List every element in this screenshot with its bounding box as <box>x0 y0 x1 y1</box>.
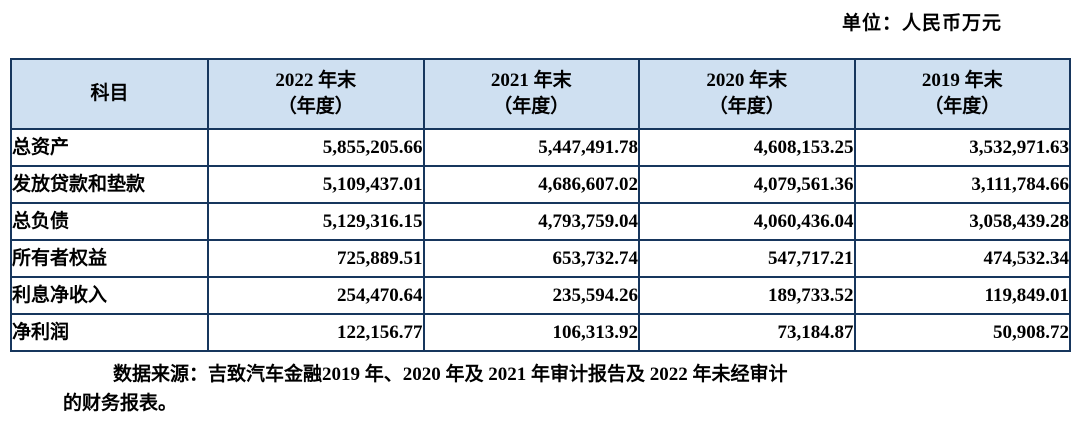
unit-label: 单位：人民币万元 <box>841 13 1002 34</box>
footnote-line-2: 的财务报表。 <box>63 393 178 415</box>
financial-summary-table: 科目 2022 年末 （年度） 2021 年末 （年度） 2020 年末 （年度… <box>10 58 1071 352</box>
header-cell-2021: 2021 年末 （年度） <box>422 58 640 130</box>
row-label-loans-advances: 发放贷款和垫款 <box>10 165 209 204</box>
row-label-net-profit: 净利润 <box>10 313 209 352</box>
row-label-total-assets: 总资产 <box>10 128 209 167</box>
cell-value: 235,594.26 <box>422 276 640 315</box>
header-cell-2022: 2022 年末 （年度） <box>207 58 425 130</box>
row-label-total-liabilities: 总负债 <box>10 202 209 241</box>
header-year-2019: 2019 年末 <box>921 70 1003 92</box>
table-body: 总资产 5,855,205.66 5,447,491.78 4,608,153.… <box>10 128 1071 352</box>
header-period-2019: （年度） <box>924 96 1001 117</box>
cell-value: 122,156.77 <box>207 313 425 352</box>
table-row: 发放贷款和垫款 5,109,437.01 4,686,607.02 4,079,… <box>10 165 1071 204</box>
table-row: 所有者权益 725,889.51 653,732.74 547,717.21 4… <box>10 239 1071 278</box>
header-period-2022: （年度） <box>277 96 354 117</box>
cell-value: 725,889.51 <box>207 239 425 278</box>
cell-value: 5,129,316.15 <box>207 202 425 241</box>
row-label-net-interest-income: 利息净收入 <box>10 276 209 315</box>
header-period-2021: （年度） <box>493 96 570 117</box>
cell-value: 547,717.21 <box>638 239 856 278</box>
header-year-2021: 2021 年末 <box>490 70 572 92</box>
table-row: 总资产 5,855,205.66 5,447,491.78 4,608,153.… <box>10 128 1071 167</box>
cell-value: 4,060,436.04 <box>638 202 856 241</box>
header-year-2022: 2022 年末 <box>275 70 357 92</box>
cell-value: 4,793,759.04 <box>422 202 640 241</box>
table-row: 利息净收入 254,470.64 235,594.26 189,733.52 1… <box>10 276 1071 315</box>
cell-value: 3,058,439.28 <box>853 202 1071 241</box>
cell-value: 4,079,561.36 <box>638 165 856 204</box>
cell-value: 3,532,971.63 <box>853 128 1071 167</box>
header-cell-subject: 科目 <box>10 58 209 130</box>
data-source-footnote: 数据来源：吉致汽车金融2019 年、2020 年及 2021 年审计报告及 20… <box>63 360 1023 419</box>
cell-value: 50,908.72 <box>853 313 1071 352</box>
cell-value: 474,532.34 <box>853 239 1071 278</box>
cell-value: 106,313.92 <box>422 313 640 352</box>
table-row: 净利润 122,156.77 106,313.92 73,184.87 50,9… <box>10 313 1071 352</box>
cell-value: 4,608,153.25 <box>638 128 856 167</box>
cell-value: 5,109,437.01 <box>207 165 425 204</box>
cell-value: 5,855,205.66 <box>207 128 425 167</box>
cell-value: 653,732.74 <box>422 239 640 278</box>
header-period-2020: （年度） <box>708 96 785 117</box>
table-row: 总负债 5,129,316.15 4,793,759.04 4,060,436.… <box>10 202 1071 241</box>
cell-value: 254,470.64 <box>207 276 425 315</box>
header-row: 科目 2022 年末 （年度） 2021 年末 （年度） 2020 年末 （年度… <box>10 58 1071 130</box>
cell-value: 4,686,607.02 <box>422 165 640 204</box>
cell-value: 5,447,491.78 <box>422 128 640 167</box>
row-label-owners-equity: 所有者权益 <box>10 239 209 278</box>
footnote-line-1: 数据来源：吉致汽车金融2019 年、2020 年及 2021 年审计报告及 20… <box>113 364 788 385</box>
cell-value: 73,184.87 <box>638 313 856 352</box>
header-cell-2019: 2019 年末 （年度） <box>853 58 1071 130</box>
table-header: 科目 2022 年末 （年度） 2021 年末 （年度） 2020 年末 （年度… <box>10 58 1071 130</box>
cell-value: 189,733.52 <box>638 276 856 315</box>
cell-value: 119,849.01 <box>853 276 1071 315</box>
header-year-2020: 2020 年末 <box>706 70 788 92</box>
header-cell-2020: 2020 年末 （年度） <box>638 58 856 130</box>
cell-value: 3,111,784.66 <box>853 165 1071 204</box>
